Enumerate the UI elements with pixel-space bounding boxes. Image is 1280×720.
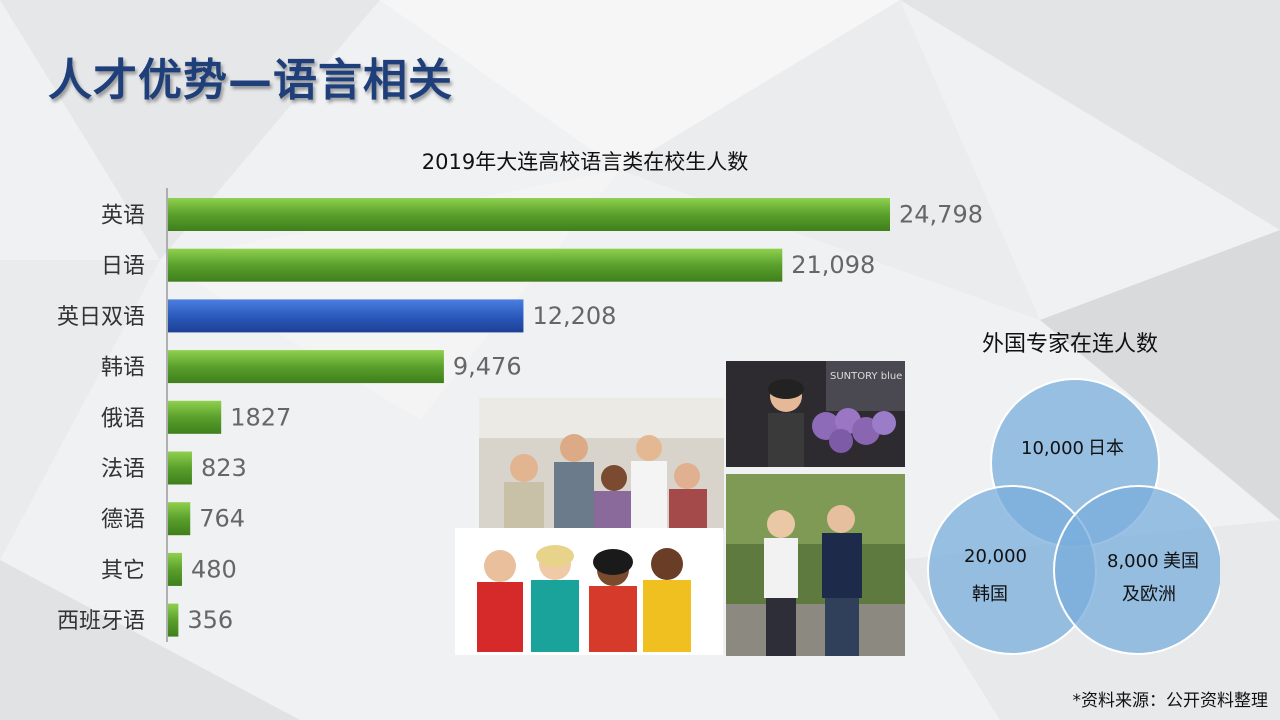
value-label-4: 1827 — [230, 403, 291, 431]
bar-6 — [168, 502, 191, 536]
venn-korea-label: 韩国 — [972, 584, 1008, 605]
venn-circle-us-europe — [1053, 485, 1220, 655]
flower-image: SUNTORY blue APPLAUSE — [726, 361, 905, 467]
venn-title: 外国专家在连人数 — [981, 332, 1158, 357]
category-label-2: 英日双语 — [57, 305, 145, 330]
flower-photo-caption: SUNTORY blue APPLAUSE — [830, 371, 905, 382]
value-label-1: 21,098 — [791, 251, 875, 279]
venn-japan-label: 日本 — [1088, 438, 1124, 459]
bar-2 — [168, 299, 524, 333]
venn-japan-value: 10,000 — [1021, 438, 1084, 459]
category-label-5: 法语 — [101, 457, 145, 482]
category-label-4: 俄语 — [101, 406, 145, 431]
venn-europe-label: 及欧洲 — [1122, 584, 1176, 605]
flower-photo: SUNTORY blue APPLAUSE — [726, 361, 905, 467]
bar-3 — [168, 350, 444, 384]
category-label-7: 其它 — [101, 558, 145, 583]
cheering-group-image — [479, 398, 724, 530]
value-label-2: 12,208 — [532, 302, 616, 330]
value-label-8: 356 — [187, 606, 233, 634]
walking-students-image — [726, 474, 905, 656]
value-label-0: 24,798 — [899, 201, 983, 229]
venn-diagram: 10,000 日本 20,000 韩国 8,000 美国 及欧洲 — [927, 378, 1220, 655]
value-label-7: 480 — [191, 555, 237, 583]
venn-korea-value: 20,000 — [964, 546, 1027, 567]
bar-7 — [168, 552, 182, 586]
category-label-3: 韩语 — [101, 356, 145, 381]
category-label-0: 英语 — [101, 204, 145, 229]
walking-students-photo — [726, 474, 905, 656]
bar-0 — [168, 198, 890, 231]
page-title: 人才优势—语言相关 — [48, 55, 453, 106]
source-note: *资料来源：公开资料整理 — [1072, 691, 1269, 711]
thumbs-up-photo — [455, 528, 723, 655]
bar-4 — [168, 400, 222, 434]
category-label-8: 西班牙语 — [57, 609, 145, 634]
category-label-6: 德语 — [101, 508, 145, 533]
bar-chart: 英语 24,798 日语 21,098 英日双语 12,208 韩语 9,476 俄语 1827 法… — [57, 188, 983, 642]
value-label-6: 764 — [199, 505, 245, 533]
bar-8 — [168, 603, 179, 637]
category-label-1: 日语 — [101, 254, 145, 279]
value-label-3: 9,476 — [453, 353, 522, 381]
thumbs-up-image — [455, 528, 723, 655]
value-label-5: 823 — [201, 454, 247, 482]
bar-1 — [168, 248, 783, 282]
chart-title: 2019年大连高校语言类在校生人数 — [421, 150, 749, 174]
bar-5 — [168, 451, 192, 485]
cheering-group-photo — [479, 398, 724, 530]
venn-us-value: 8,000 — [1107, 551, 1159, 572]
venn-us-label: 美国 — [1163, 551, 1199, 572]
